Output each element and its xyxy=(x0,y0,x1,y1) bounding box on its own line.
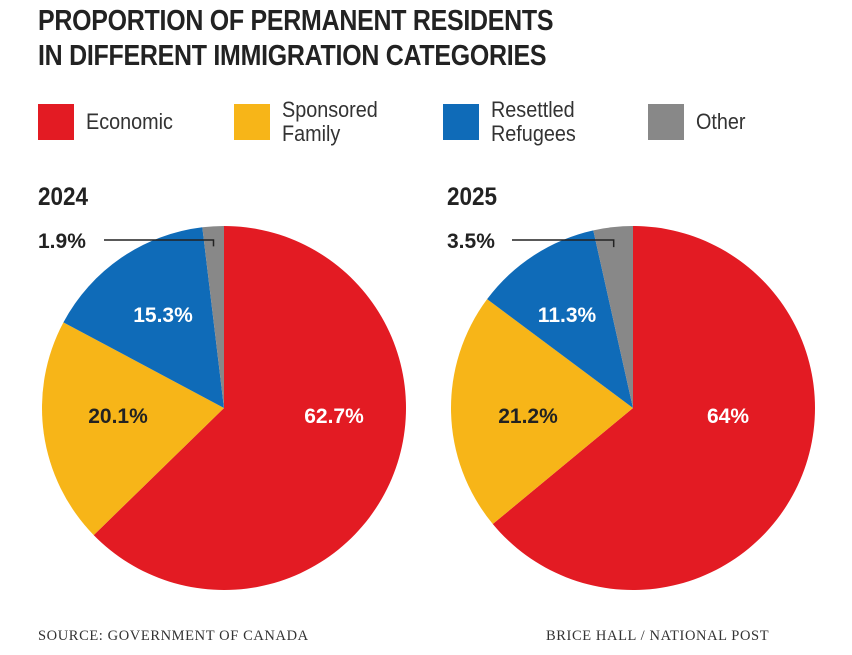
legend-swatch-sponsored-family xyxy=(234,104,270,140)
pie-chart-2024: 62.7% 20.1% 15.3% 1.9% xyxy=(38,226,407,590)
credit-note: BRICE HALL / NATIONAL POST xyxy=(546,628,770,644)
slice-label-other: 3.5% xyxy=(447,230,495,253)
pie-slice-resettled-refugees xyxy=(63,227,224,408)
pie-title-2024: 2024 xyxy=(38,183,89,211)
chart-title: PROPORTION OF PERMANENT RESIDENTS IN DIF… xyxy=(38,4,554,74)
legend-label-economic: Economic xyxy=(86,109,173,134)
pie-slice-sponsored-family xyxy=(450,299,633,525)
pie-chart-2025: 64% 21.2% 11.3% 3.5% xyxy=(447,226,815,591)
legend-label-other: Other xyxy=(696,109,746,134)
slice-label-economic: 64% xyxy=(707,405,749,428)
legend-item-resettled-refugees: Resettled Refugees xyxy=(443,98,585,146)
pie-slice-other xyxy=(593,226,633,408)
callout-line-other xyxy=(512,239,615,248)
chart-title-line-2: IN DIFFERENT IMMIGRATION CATEGORIES xyxy=(38,40,547,72)
source-note: SOURCE: GOVERNMENT OF CANADA xyxy=(38,628,309,644)
pie-slice-other xyxy=(202,226,224,408)
pie-slice-sponsored-family xyxy=(41,322,224,536)
pie-title-2025: 2025 xyxy=(447,183,498,211)
chart-title-line-1: PROPORTION OF PERMANENT RESIDENTS xyxy=(38,5,554,37)
slice-label-sponsored-family: 21.2% xyxy=(498,405,558,428)
legend-item-sponsored-family: Sponsored Family xyxy=(234,98,388,146)
slice-label-resettled-refugees: 15.3% xyxy=(133,304,193,327)
legend-swatch-other xyxy=(648,104,684,140)
legend-swatch-economic xyxy=(38,104,74,140)
legend-item-other: Other xyxy=(648,104,751,140)
pie-slice-economic xyxy=(492,226,815,591)
slice-label-resettled-refugees: 11.3% xyxy=(538,304,597,327)
callout-line-other xyxy=(104,239,215,247)
legend-swatch-resettled-refugees xyxy=(443,104,479,140)
slice-label-other: 1.9% xyxy=(38,230,86,253)
pie-slice-economic xyxy=(93,226,407,590)
legend-item-economic: Economic xyxy=(38,104,183,140)
slice-label-economic: 62.7% xyxy=(304,405,364,428)
pie-slice-resettled-refugees xyxy=(487,230,633,408)
legend-label-sponsored-family: Sponsored Family xyxy=(282,97,378,146)
legend-label-resettled-refugees: Resettled Refugees xyxy=(491,97,576,146)
slice-label-sponsored-family: 20.1% xyxy=(88,405,148,428)
